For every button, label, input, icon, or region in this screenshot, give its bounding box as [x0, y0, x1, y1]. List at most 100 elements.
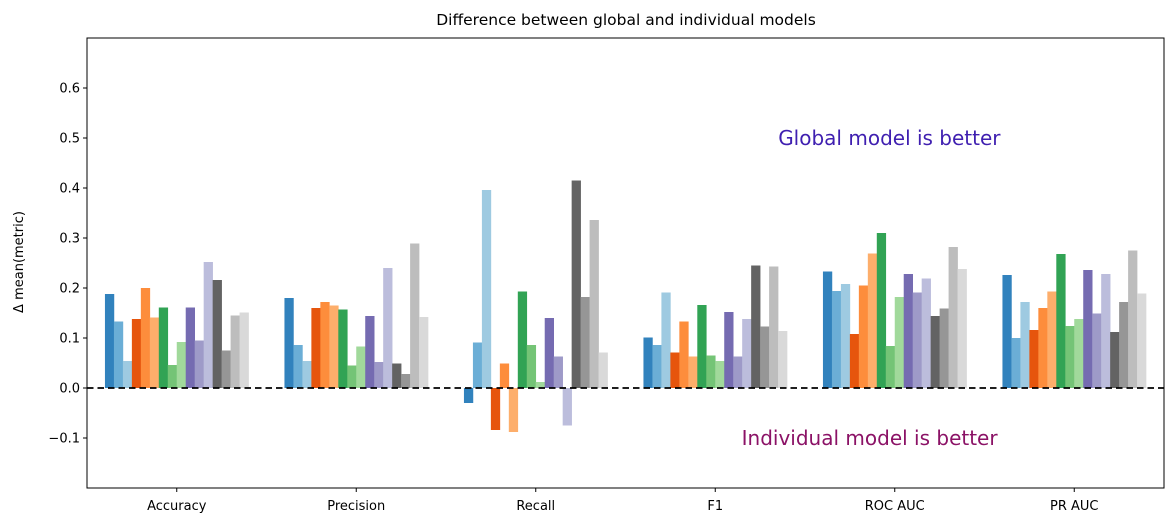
bar-pr-auc-12	[1110, 332, 1120, 388]
bar-pr-auc-9	[1083, 270, 1093, 388]
bar-recall-10	[553, 356, 563, 388]
annotation-individual-better: Individual model is better	[742, 426, 999, 450]
bar-f1-8	[715, 361, 725, 388]
bar-recall-7	[526, 345, 537, 388]
bar-accuracy-2	[122, 361, 133, 388]
bar-f1-1	[652, 345, 662, 388]
bar-precision-8	[356, 346, 366, 388]
bar-pr-auc-10	[1092, 313, 1102, 388]
plot-frame	[86, 37, 1165, 489]
bar-accuracy-9	[185, 307, 195, 388]
bar-precision-6	[338, 309, 348, 388]
bar-pr-auc-1	[1011, 338, 1021, 388]
bar-accuracy-11	[203, 262, 213, 388]
bar-accuracy-4	[140, 288, 151, 388]
bar-accuracy-3	[131, 319, 142, 388]
bar-recall-4	[499, 363, 510, 388]
bar-accuracy-1	[113, 321, 124, 388]
x-tick-label: F1	[707, 499, 723, 514]
bar-recall-14	[589, 220, 599, 388]
bar-recall-12	[571, 180, 581, 388]
y-tick-label: 0.5	[59, 132, 80, 147]
chart-title: Difference between global and individual…	[436, 11, 816, 29]
bar-precision-10	[374, 362, 384, 388]
y-tick-label: −0.1	[48, 432, 80, 447]
bar-precision-4	[320, 302, 330, 388]
bar-precision-13	[401, 374, 411, 388]
bar-roc-auc-13	[939, 308, 949, 388]
bar-f1-13	[760, 326, 770, 388]
bar-accuracy-6	[158, 307, 169, 388]
y-tick-label: 0.0	[59, 382, 80, 397]
bar-f1-12	[751, 265, 761, 388]
bar-roc-auc-15	[957, 269, 967, 388]
bar-roc-auc-10	[912, 292, 922, 388]
bar-precision-1	[293, 345, 303, 388]
bar-f1-5	[688, 356, 698, 388]
bar-recall-0	[463, 388, 474, 403]
bar-precision-12	[392, 363, 402, 388]
bar-roc-auc-11	[921, 278, 931, 388]
bar-recall-15	[598, 352, 608, 388]
bar-roc-auc-8	[894, 297, 905, 388]
bar-recall-8	[535, 382, 546, 388]
bar-roc-auc-14	[948, 247, 958, 388]
bar-precision-7	[347, 365, 357, 388]
y-tick-label: 0.2	[59, 282, 80, 297]
bar-pr-auc-7	[1065, 326, 1075, 388]
bar-pr-auc-5	[1047, 291, 1057, 388]
bar-roc-auc-6	[876, 233, 887, 388]
bar-precision-0	[284, 298, 294, 388]
bar-recall-6	[517, 291, 528, 388]
bar-f1-10	[733, 356, 743, 388]
x-tick-label: Recall	[516, 499, 555, 514]
bar-roc-auc-12	[930, 316, 940, 388]
bar-roc-auc-4	[858, 285, 869, 388]
bar-recall-1	[472, 342, 483, 388]
bar-f1-4	[679, 321, 689, 388]
bar-recall-11	[562, 388, 572, 426]
y-tick-label: 0.6	[59, 82, 80, 97]
bar-accuracy-8	[176, 342, 187, 388]
bar-accuracy-5	[149, 317, 160, 388]
bar-pr-auc-3	[1029, 330, 1039, 388]
bar-accuracy-12	[212, 280, 222, 388]
bar-recall-13	[580, 297, 590, 388]
bar-f1-9	[724, 312, 734, 388]
bar-f1-7	[706, 355, 716, 388]
bar-pr-auc-15	[1137, 293, 1147, 388]
bar-roc-auc-5	[867, 253, 878, 388]
bar-precision-2	[302, 361, 312, 388]
bar-pr-auc-4	[1038, 308, 1048, 388]
bar-roc-auc-2	[840, 284, 851, 388]
bar-precision-9	[365, 316, 375, 388]
bar-pr-auc-14	[1128, 250, 1138, 388]
bar-accuracy-15	[239, 312, 249, 388]
bar-f1-14	[769, 266, 779, 388]
bar-precision-5	[329, 305, 339, 388]
annotation-global-better: Global model is better	[778, 126, 1001, 150]
bar-roc-auc-7	[885, 346, 896, 388]
bar-precision-11	[383, 268, 393, 388]
bar-f1-0	[643, 337, 653, 388]
y-axis-ticks: −0.1 0.0 0.1 0.2 0.3 0.4 0.5 0.6	[48, 82, 87, 447]
bar-accuracy-10	[194, 340, 204, 388]
bar-recall-2	[481, 190, 492, 388]
bar-pr-auc-8	[1074, 319, 1084, 388]
bar-f1-3	[670, 352, 680, 388]
bar-roc-auc-9	[903, 274, 913, 388]
bars-group	[104, 180, 1147, 432]
bar-roc-auc-0	[822, 271, 833, 388]
bar-roc-auc-3	[849, 334, 860, 388]
bar-f1-11	[742, 319, 752, 388]
bar-pr-auc-0	[1002, 275, 1012, 388]
bar-pr-auc-6	[1056, 254, 1066, 388]
x-tick-label: Accuracy	[147, 499, 207, 514]
bar-pr-auc-2	[1020, 302, 1030, 388]
bar-recall-5	[508, 388, 519, 432]
y-tick-label: 0.4	[59, 182, 80, 197]
y-tick-label: 0.1	[59, 332, 80, 347]
bar-recall-9	[544, 318, 554, 388]
y-axis-label: Δ mean(metric)	[12, 211, 27, 313]
